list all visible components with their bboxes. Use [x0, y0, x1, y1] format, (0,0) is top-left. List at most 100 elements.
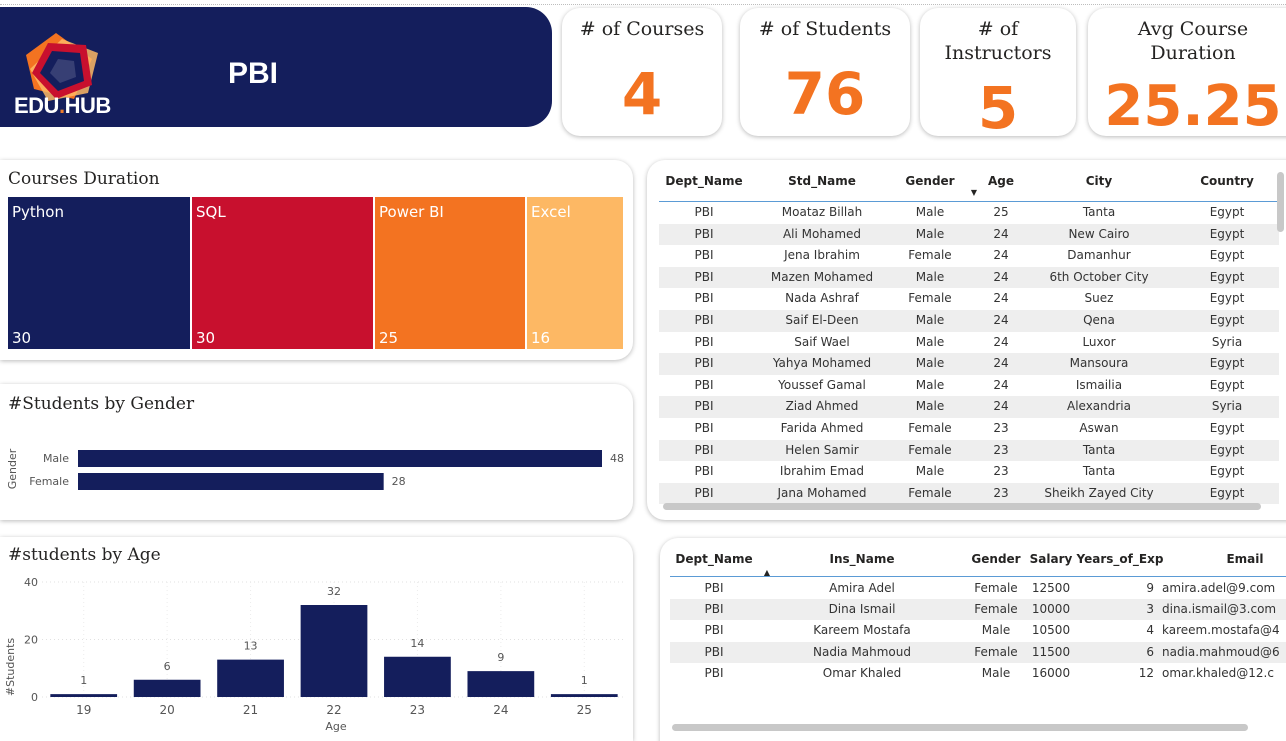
col-header-salary[interactable]: Salary [1029, 552, 1073, 566]
table-row[interactable]: PBI Saif Wael Male 24 Luxor Syria [659, 331, 1279, 354]
table-cell-gender: Male [915, 313, 945, 327]
col-header-ins-name[interactable]: Ins_Name [829, 552, 895, 566]
table-cell-email: kareem.mostafa@4 [1162, 623, 1280, 638]
tile-label: Power BI [379, 203, 444, 221]
table-row[interactable]: PBI Jena Ibrahim Female 24 Damanhur Egypt [659, 245, 1279, 267]
table-row[interactable]: PBI Kareem Mostafa Male 10500 4 kareem.mostaf… [670, 620, 1286, 642]
table-row[interactable]: PBI Helen Samir Female 23 Tanta Egypt [659, 439, 1279, 462]
age-bar-22 [300, 605, 368, 697]
table-row[interactable]: PBI Nada Ashraf Female 24 Suez Egypt [659, 288, 1279, 310]
table-cell-ins-name: Omar Khaled [822, 665, 902, 680]
col-header-email[interactable]: Email [1226, 552, 1264, 566]
col-header-std-name[interactable]: Std_Name [788, 174, 856, 188]
table-cell-dept: PBI [694, 291, 714, 306]
table-cell-years-exp: 6 [1146, 644, 1154, 659]
tile-value: 30 [196, 329, 216, 347]
table-cell-city: Suez [1084, 291, 1114, 306]
table-cell-std-name: Saif Wael [794, 334, 850, 349]
col-header-years-exp[interactable]: Years_of_Exp [1076, 552, 1164, 566]
students-table: Dept_Name Std_Name Gender Age City Count… [659, 160, 1279, 510]
sort-asc-icon[interactable]: ▲ [763, 568, 771, 577]
gender-value-label: 28 [392, 475, 406, 488]
table-cell-years-exp: 12 [1138, 665, 1154, 680]
table-row[interactable]: PBI Dina Ismail Female 10000 3 dina.ismail@3.… [670, 599, 1286, 621]
age-chart-card[interactable]: #students by Age #Students Age 0 20 40 1 19… [0, 537, 633, 741]
table-row[interactable]: PBI Omar Khaled Male 16000 12 omar.khaled@12.… [670, 662, 1286, 684]
treemap-tile-python[interactable]: Python 30 [8, 197, 190, 349]
treemap-tile-excel[interactable]: Excel 16 [527, 197, 623, 349]
table-cell-std-name: Ali Mohamed [782, 226, 862, 241]
table-cell-dept: PBI [704, 644, 724, 659]
table-cell-gender: Male [915, 356, 945, 371]
col-header-dept[interactable]: Dept_Name [675, 552, 753, 566]
table-cell-std-name: Ibrahim Emad [779, 464, 865, 479]
table-cell-std-name: Nada Ashraf [785, 291, 859, 306]
eduhub-logo-icon [26, 33, 98, 101]
treemap-tile-sql[interactable]: SQL 30 [192, 197, 373, 349]
horizontal-scrollbar[interactable] [672, 724, 1248, 731]
header-divider [670, 576, 1286, 577]
instructors-table-card[interactable]: Dept_Name Ins_Name Gender Salary Years_o… [660, 538, 1286, 741]
table-cell-salary: 11500 [1031, 644, 1071, 659]
col-header-city[interactable]: City [1085, 174, 1113, 188]
table-row[interactable]: PBI Jana Mohamed Female 23 Sheikh Zayed City… [659, 482, 1279, 505]
table-row[interactable]: PBI Saif El-Deen Male 24 Qena Egypt [659, 310, 1279, 332]
col-header-gender[interactable]: Gender [905, 174, 955, 188]
sort-desc-icon[interactable]: ▼ [970, 188, 978, 197]
table-row[interactable]: PBI Amira Adel Female 12500 9 amira.adel@9.co… [670, 578, 1286, 600]
kpi-card-students[interactable]: # of Students 76 [740, 8, 910, 136]
tile-label: Excel [531, 203, 571, 221]
gender-axis-title: Gender [6, 448, 19, 489]
age-x-tick-label: 20 [160, 703, 175, 717]
tile-value: 16 [531, 329, 551, 347]
table-row[interactable]: PBI Ziad Ahmed Male 24 Alexandria Syria [659, 396, 1279, 418]
students-table-card[interactable]: Dept_Name Std_Name Gender Age City Count… [647, 160, 1286, 520]
table-row[interactable]: PBI Ali Mohamed Male 24 New Cairo Egypt [659, 223, 1279, 246]
table-cell-dept: PBI [694, 205, 714, 219]
table-cell-dept: PBI [704, 581, 724, 595]
kpi-label: # of Courses [579, 18, 705, 40]
table-row[interactable]: PBI Youssef Gamal Male 24 Ismailia Egypt [659, 374, 1279, 397]
gender-value-label: 48 [610, 452, 624, 465]
col-header-country[interactable]: Country [1200, 174, 1254, 188]
table-cell-dept: PBI [694, 399, 714, 414]
table-cell-ins-name: Amira Adel [829, 581, 895, 595]
age-bar-20 [133, 679, 201, 697]
col-header-dept[interactable]: Dept_Name [665, 174, 743, 188]
table-cell-country: Egypt [1209, 269, 1245, 284]
col-header-age[interactable]: Age [987, 174, 1014, 188]
table-cell-city: Tanta [1082, 442, 1116, 457]
table-cell-gender: Male [915, 377, 945, 392]
table-cell-years-exp: 3 [1146, 602, 1154, 617]
treemap-tile-powerbi[interactable]: Power BI 25 [375, 197, 525, 349]
table-cell-std-name: Farida Ahmed [780, 421, 864, 435]
table-cell-salary: 12500 [1031, 581, 1071, 595]
vertical-scrollbar[interactable] [1277, 172, 1284, 232]
table-row[interactable]: PBI Nadia Mahmoud Female 11500 6 nadia.mahmou… [670, 641, 1286, 663]
kpi-card-instructors[interactable]: # of Instructors 5 [920, 8, 1076, 142]
table-cell-std-name: Helen Samir [785, 442, 859, 457]
courses-duration-card[interactable]: Courses Duration Python 30 SQL 30 Power … [0, 160, 633, 360]
age-value-label: 14 [410, 637, 424, 650]
table-row[interactable]: PBI Farida Ahmed Female 23 Aswan Egypt [659, 418, 1279, 440]
table-cell-email: omar.khaled@12.c [1162, 665, 1274, 680]
table-row[interactable]: PBI Ibrahim Emad Male 23 Tanta Egypt [659, 461, 1279, 483]
table-header: Dept_Name Std_Name Gender Age City Count… [659, 174, 1279, 204]
table-cell-dept: PBI [694, 313, 714, 327]
kpi-card-courses[interactable]: # of Courses 4 [562, 8, 722, 136]
kpi-card-avg-duration[interactable]: Avg Course Duration 25.25 [1088, 8, 1286, 139]
col-header-gender[interactable]: Gender [971, 552, 1021, 566]
table-row[interactable]: PBI Moataz Billah Male 25 Tanta Egypt [659, 202, 1279, 224]
age-bar-23 [384, 656, 451, 697]
table-cell-age: 24 [993, 291, 1009, 306]
instructors-table: Dept_Name Ins_Name Gender Salary Years_o… [670, 538, 1286, 728]
table-cell-dept: PBI [694, 421, 714, 435]
table-row[interactable]: PBI Yahya Mohamed Male 24 Mansoura Egypt [659, 353, 1279, 375]
table-cell-country: Egypt [1209, 291, 1245, 306]
table-cell-gender: Male [915, 399, 945, 414]
age-value-label: 13 [244, 640, 258, 653]
table-row[interactable]: PBI Mazen Mohamed Male 24 6th October City Eg… [659, 266, 1279, 289]
horizontal-scrollbar[interactable] [663, 503, 1261, 510]
gender-chart-card[interactable]: #Students by Gender Gender Male 48 Female 2… [0, 384, 633, 520]
table-cell-age: 24 [993, 313, 1009, 327]
